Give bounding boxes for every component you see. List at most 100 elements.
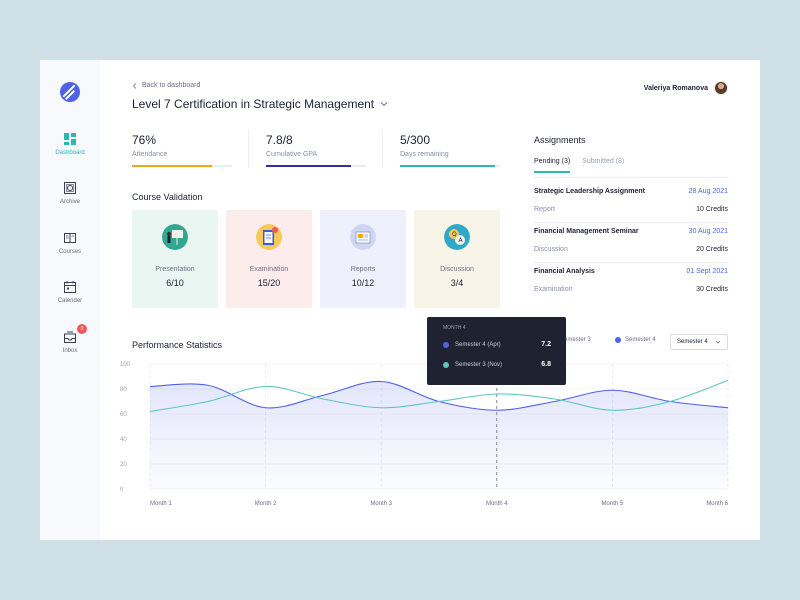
y-tick-label: 20 — [120, 462, 127, 468]
chevron-left-icon — [132, 82, 137, 89]
inbox-badge: 3 — [77, 324, 87, 334]
assignment-title: Financial Analysis — [534, 268, 595, 275]
y-tick-label: 60 — [120, 412, 127, 418]
sidebar-item-dashboard[interactable]: Dashboard — [40, 132, 100, 156]
user-menu[interactable]: Valeriya Romanova — [644, 81, 728, 95]
page-title[interactable]: Level 7 Certification in Strategic Manag… — [132, 97, 388, 111]
card-presentation[interactable]: Presentation 6/10 — [132, 210, 218, 308]
tooltip-value: 7.2 — [541, 341, 551, 348]
x-tick-label: Month 2 — [255, 501, 277, 507]
assignments-title: Assignments — [534, 135, 586, 145]
y-tick-label: 0 — [120, 487, 124, 493]
discussion-icon: Q A — [444, 224, 470, 250]
legend-semester-4[interactable]: Semester 4 — [615, 337, 656, 343]
stat-gpa: 7.8/8 Cumulative GPA — [266, 133, 366, 173]
legend-semester-3[interactable]: Semester 3 — [560, 337, 591, 343]
assignment-date: 28 Aug 2021 — [688, 188, 728, 195]
assignment-credits: 10 Credits — [696, 206, 728, 213]
tooltip-series-name: Semester 3 (Nov) — [455, 361, 503, 368]
divider — [382, 130, 383, 168]
legend-label: Semester 3 — [560, 337, 591, 343]
archive-icon — [64, 182, 76, 194]
x-tick-label: Month 1 — [150, 501, 172, 507]
tab-submitted[interactable]: Submitted (8) — [582, 158, 625, 165]
sidebar-item-label: Dashboard — [55, 150, 85, 156]
assignment-item[interactable]: Financial Management Seminar 30 Aug 2021… — [534, 228, 728, 268]
progress-track — [400, 165, 500, 167]
assignment-item[interactable]: Financial Analysis 01 Sept 2021 Examinat… — [534, 268, 728, 308]
y-tick-label: 40 — [120, 437, 127, 443]
sidebar-item-label: Calender — [57, 298, 83, 304]
series-area-semester-4 — [150, 381, 728, 489]
x-tick-label: Month 3 — [370, 501, 392, 507]
y-tick-label: 100 — [120, 362, 131, 368]
assignment-date: 01 Sept 2021 — [686, 268, 728, 275]
stat-value: 7.8/8 — [266, 133, 293, 147]
stat-days-remaining: 5/300 Days remaining — [400, 133, 500, 173]
card-label: Presentation — [155, 266, 195, 273]
progress-track — [132, 165, 232, 167]
chevron-down-icon — [380, 102, 388, 107]
divider — [248, 130, 249, 168]
logo-icon[interactable] — [60, 82, 80, 102]
assignment-credits: 30 Credits — [696, 286, 728, 293]
card-value: 15/20 — [257, 278, 281, 288]
legend-label: Semester 4 — [625, 337, 656, 343]
stat-label: Days remaining — [400, 151, 449, 158]
divider — [534, 262, 728, 263]
chevron-down-icon — [715, 340, 721, 344]
presentation-icon — [162, 224, 188, 250]
tooltip-value: 6.8 — [541, 361, 551, 368]
dashboard-icon — [64, 133, 76, 145]
card-label: Reports — [350, 266, 376, 273]
assignment-item[interactable]: Strategic Leadership Assignment 28 Aug 2… — [534, 188, 728, 228]
card-label: Discussion — [440, 266, 474, 273]
reports-icon — [350, 224, 376, 250]
page-title-text: Level 7 Certification in Strategic Manag… — [132, 97, 375, 111]
tooltip-title: MONTH 4 — [443, 325, 466, 331]
svg-text:Q: Q — [452, 231, 457, 238]
sidebar-item-archive[interactable]: Archive — [40, 181, 100, 205]
tooltip-dot — [443, 341, 449, 348]
progress-track — [266, 165, 366, 167]
chart-tooltip: MONTH 4 Semester 4 (Apr) 7.2 Semester 3 … — [427, 317, 566, 385]
progress-fill — [132, 165, 212, 167]
stat-value: 5/300 — [400, 133, 431, 147]
sidebar-item-label: Archive — [59, 199, 80, 205]
assignment-type: Examination — [534, 286, 573, 293]
performance-title: Performance Statistics — [132, 340, 223, 350]
x-tick-label: Month 6 — [706, 501, 728, 507]
card-reports[interactable]: Reports 10/12 — [320, 210, 406, 308]
back-link[interactable]: Back to dashboard — [132, 82, 200, 89]
course-validation-title: Course Validation — [132, 192, 203, 202]
sidebar-item-label: Courses — [58, 249, 82, 255]
courses-icon — [64, 233, 76, 243]
card-value: 3/4 — [450, 278, 464, 288]
stat-label: Attendance — [132, 151, 168, 158]
assignment-credits: 20 Credits — [696, 246, 728, 253]
progress-fill — [400, 165, 495, 167]
legend-dot — [615, 337, 621, 343]
sidebar-item-label: Inbox — [62, 348, 78, 354]
sidebar-item-courses[interactable]: Courses — [40, 231, 100, 255]
card-discussion[interactable]: Q A Discussion 3/4 — [414, 210, 500, 308]
tab-pending[interactable]: Pending (3) — [534, 158, 571, 173]
stat-label: Cumulative GPA — [266, 151, 318, 158]
performance-chart[interactable]: 0 20 40 60 80 100 Month 1 Month 2 Month 3 Month 4… — [116, 356, 736, 516]
inbox-icon — [64, 331, 76, 343]
avatar[interactable] — [714, 81, 728, 95]
back-link-label: Back to dashboard — [142, 82, 201, 89]
semester-select[interactable]: Semester 4 — [670, 334, 728, 350]
x-tick-label: Month 5 — [602, 501, 624, 507]
sidebar-item-calendar[interactable]: Calender — [40, 280, 100, 304]
card-value: 10/12 — [351, 278, 375, 288]
card-examination[interactable]: Examination 15/20 — [226, 210, 312, 308]
sidebar: Dashboard Archive Courses — [40, 60, 100, 540]
x-tick-label: Month 4 — [486, 501, 508, 507]
svg-text:A: A — [459, 237, 464, 244]
assignment-title: Financial Management Seminar — [534, 228, 639, 235]
select-value: Semester 4 — [677, 339, 708, 345]
tabs-divider — [534, 177, 728, 178]
sidebar-item-inbox[interactable]: 3 Inbox — [40, 324, 100, 354]
app-window: Dashboard Archive Courses — [40, 60, 760, 540]
